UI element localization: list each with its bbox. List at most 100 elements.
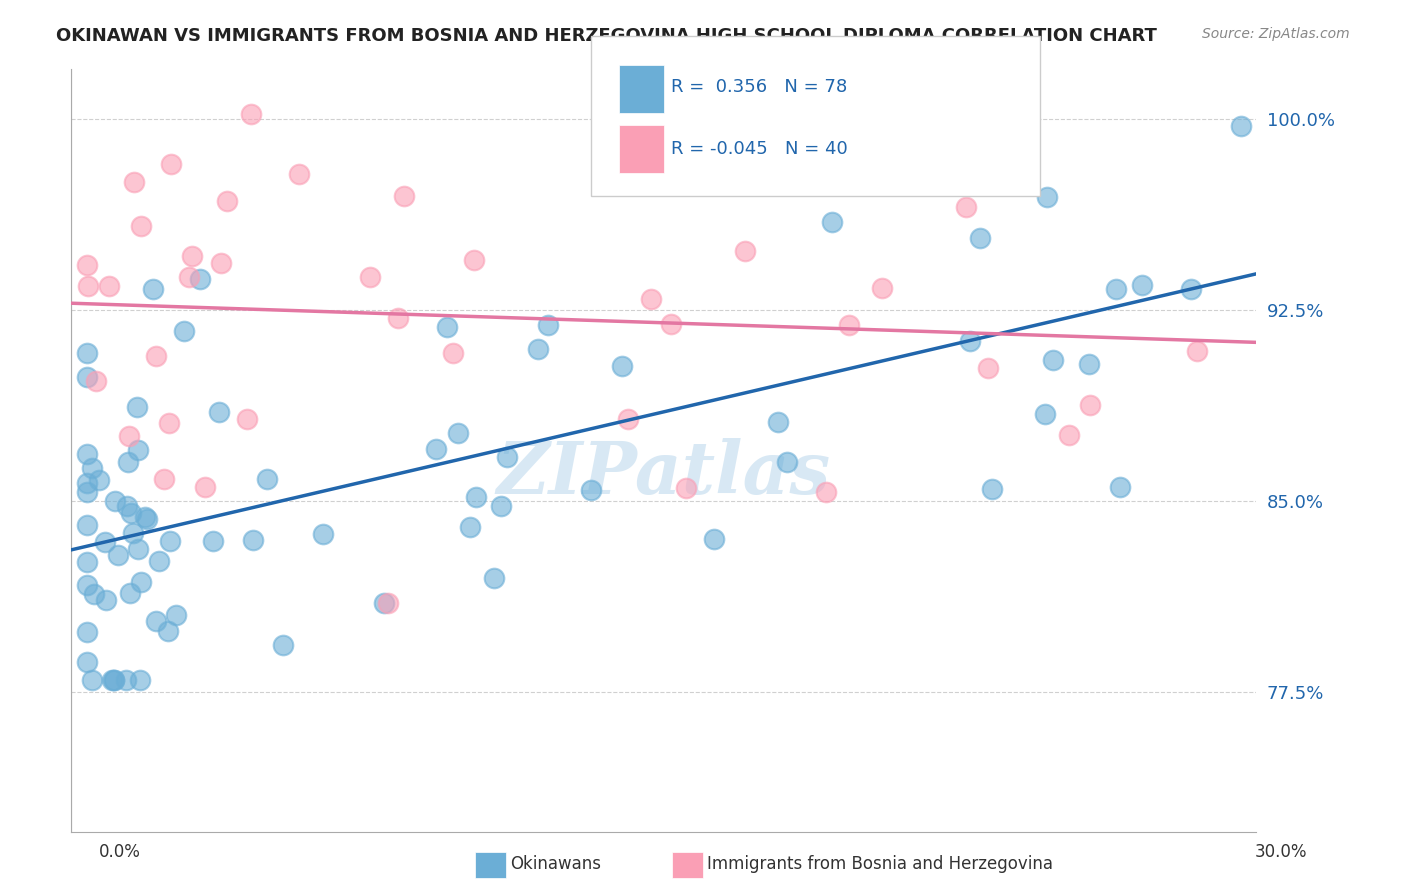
Point <box>579 483 602 498</box>
Point <box>107 548 129 562</box>
Point <box>125 401 148 415</box>
Point <box>959 334 981 349</box>
Point <box>97 279 120 293</box>
Point <box>484 570 506 584</box>
Point <box>654 176 676 190</box>
Point <box>1185 344 1208 359</box>
Point <box>104 494 127 508</box>
Point <box>768 415 790 429</box>
Point <box>872 281 894 295</box>
Point <box>188 271 211 285</box>
Point <box>373 596 395 610</box>
Point <box>821 215 844 229</box>
Point <box>117 454 139 468</box>
Point <box>76 655 98 669</box>
Point <box>979 125 1001 139</box>
Text: R = -0.045   N = 40: R = -0.045 N = 40 <box>671 140 848 158</box>
Point <box>153 472 176 486</box>
Point <box>387 311 409 326</box>
Point <box>1057 427 1080 442</box>
Point <box>160 157 183 171</box>
Point <box>114 673 136 687</box>
Point <box>537 318 560 332</box>
Point <box>201 534 224 549</box>
Point <box>136 512 159 526</box>
Point <box>1109 480 1132 494</box>
Point <box>117 499 139 513</box>
Point <box>208 405 231 419</box>
Point <box>1132 277 1154 292</box>
Point <box>1077 358 1099 372</box>
Point <box>377 596 399 610</box>
Point <box>1036 190 1059 204</box>
Point <box>127 541 149 556</box>
Point <box>815 484 838 499</box>
Point <box>271 638 294 652</box>
Point <box>1033 407 1056 421</box>
Point <box>838 318 860 333</box>
Point <box>157 416 180 430</box>
Point <box>425 442 447 456</box>
Point <box>94 535 117 549</box>
Point <box>465 490 488 504</box>
Point <box>776 455 799 469</box>
Point <box>981 482 1004 496</box>
Text: 30.0%: 30.0% <box>1256 843 1308 861</box>
Point <box>173 324 195 338</box>
Point <box>436 319 458 334</box>
Point <box>145 349 167 363</box>
Point <box>1230 119 1253 133</box>
Point <box>969 231 991 245</box>
Point <box>82 460 104 475</box>
Point <box>80 673 103 687</box>
Point <box>129 575 152 590</box>
Point <box>392 189 415 203</box>
Point <box>179 270 201 285</box>
Point <box>977 360 1000 375</box>
Point <box>675 481 697 495</box>
Point <box>458 520 481 534</box>
Text: OKINAWAN VS IMMIGRANTS FROM BOSNIA AND HERZEGOVINA HIGH SCHOOL DIPLOMA CORRELATI: OKINAWAN VS IMMIGRANTS FROM BOSNIA AND H… <box>56 27 1157 45</box>
Point <box>76 555 98 569</box>
Point <box>122 175 145 189</box>
Point <box>103 673 125 687</box>
Point <box>734 244 756 258</box>
Point <box>142 282 165 296</box>
Point <box>94 593 117 607</box>
Point <box>703 532 725 546</box>
Point <box>180 249 202 263</box>
Point <box>359 270 381 285</box>
Text: ZIPatlas: ZIPatlas <box>496 438 831 508</box>
Point <box>76 259 98 273</box>
Point <box>103 673 125 687</box>
Point <box>76 476 98 491</box>
Point <box>76 518 98 533</box>
Point <box>101 673 124 687</box>
Point <box>148 554 170 568</box>
Point <box>159 534 181 549</box>
Point <box>717 158 740 172</box>
Point <box>128 673 150 687</box>
Point <box>122 525 145 540</box>
Point <box>235 412 257 426</box>
Text: Source: ZipAtlas.com: Source: ZipAtlas.com <box>1202 27 1350 41</box>
Point <box>83 587 105 601</box>
Point <box>76 578 98 592</box>
Point <box>194 480 217 494</box>
Point <box>617 412 640 426</box>
Point <box>463 252 485 267</box>
Point <box>659 318 682 332</box>
Point <box>1105 282 1128 296</box>
Point <box>242 533 264 548</box>
Point <box>129 219 152 233</box>
Text: 0.0%: 0.0% <box>98 843 141 861</box>
Point <box>134 510 156 524</box>
Point <box>76 624 98 639</box>
Point <box>118 429 141 443</box>
Point <box>157 624 180 638</box>
Point <box>640 292 662 306</box>
Point <box>496 450 519 465</box>
Point <box>76 447 98 461</box>
Point <box>527 342 550 356</box>
Text: R =  0.356   N = 78: R = 0.356 N = 78 <box>671 78 846 96</box>
